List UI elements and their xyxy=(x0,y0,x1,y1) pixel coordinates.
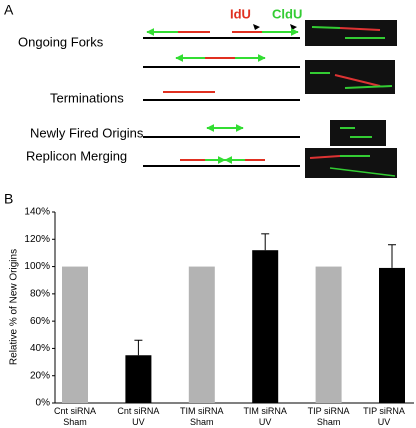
y-tick-label: 20% xyxy=(30,370,50,381)
x-tick-label: TIP siRNA Sham xyxy=(307,406,350,427)
bar xyxy=(125,355,152,403)
x-tick-label: TIM siRNA UV xyxy=(243,406,287,427)
bar xyxy=(62,266,88,403)
idu-label: IdU xyxy=(230,6,251,21)
y-axis-label: Relative % of New Origins xyxy=(9,249,20,365)
y-tick-label: 40% xyxy=(30,343,50,354)
bar xyxy=(252,250,279,403)
row-label: Replicon Merging xyxy=(26,148,127,163)
panel-label: A xyxy=(4,2,14,18)
row-label: Newly Fired Origins xyxy=(30,125,144,140)
y-tick-label: 80% xyxy=(30,288,50,299)
y-tick-label: 100% xyxy=(24,261,50,272)
x-tick-label: TIM siRNA Sham xyxy=(180,406,224,427)
panel-label: B xyxy=(4,191,13,207)
y-tick-label: 0% xyxy=(36,398,51,409)
row-label: Terminations xyxy=(50,90,124,105)
x-tick-label: Cnt siRNA Sham xyxy=(53,406,96,427)
bar xyxy=(188,266,215,403)
cldu-label: CldU xyxy=(272,6,302,21)
dna-lines xyxy=(143,37,300,167)
micrograph xyxy=(305,20,397,178)
y-tick-label: 60% xyxy=(30,316,50,327)
bar xyxy=(379,267,405,403)
tracks xyxy=(146,28,299,164)
bar xyxy=(315,266,342,403)
x-tick-label: Cnt siRNA UV xyxy=(117,406,160,427)
x-tick-label: TIP siRNA UV xyxy=(363,406,405,427)
row-label: Ongoing Forks xyxy=(18,34,104,49)
y-tick-label: 140% xyxy=(24,207,50,218)
pointer xyxy=(253,24,297,30)
y-tick-label: 120% xyxy=(24,234,50,245)
